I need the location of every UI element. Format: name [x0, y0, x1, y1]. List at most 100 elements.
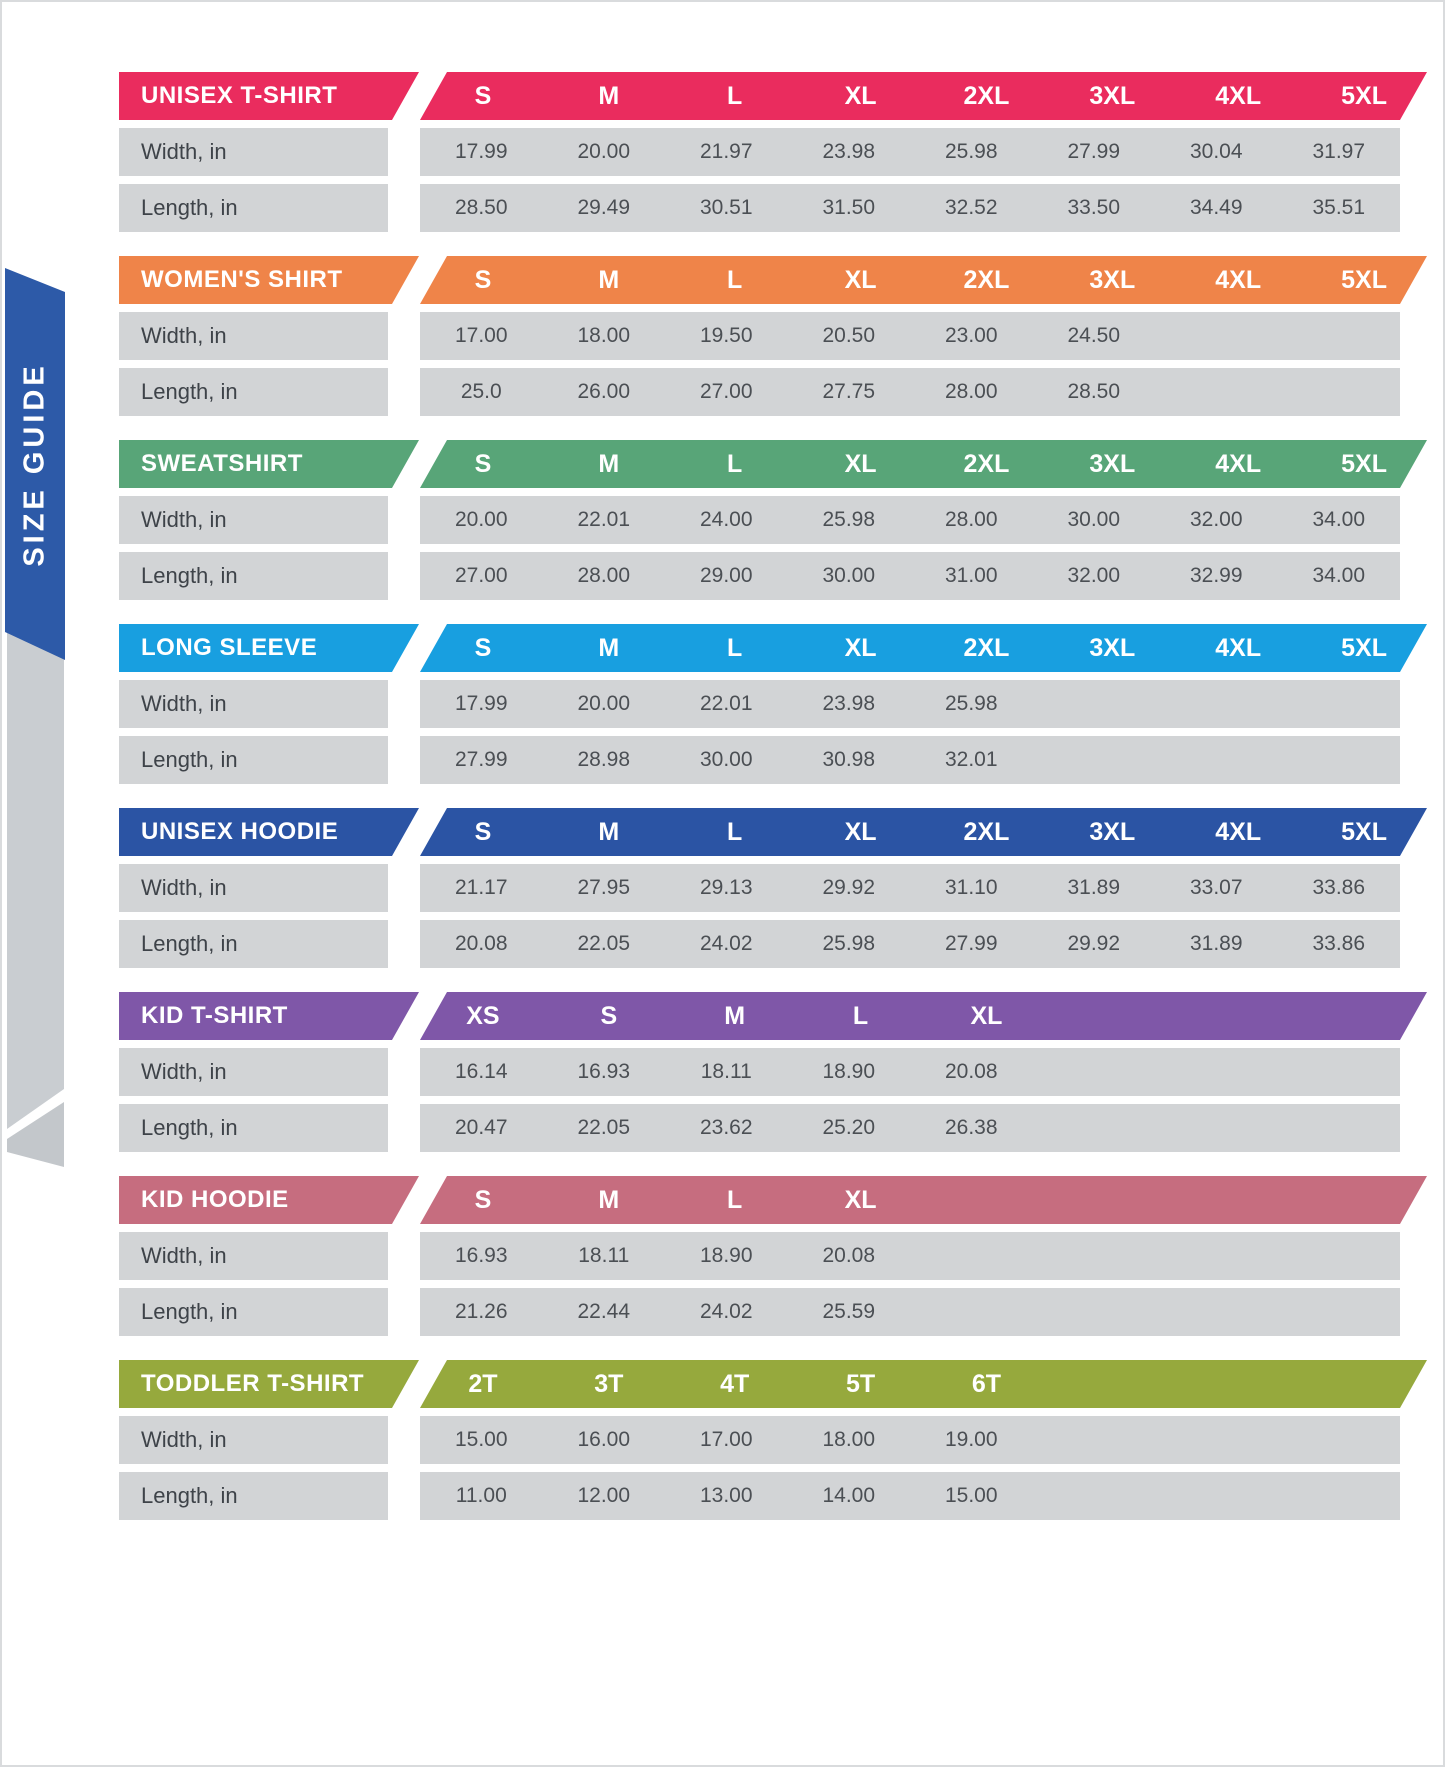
- size-header-cell: 5XL: [1341, 633, 1387, 662]
- row-label: Width, in: [119, 680, 388, 728]
- size-header-cell: 2XL: [963, 265, 1010, 294]
- size-header-cell: 4XL: [1215, 817, 1262, 846]
- size-value-cell: 22.05: [577, 932, 631, 955]
- size-value-cell: 29.00: [699, 564, 753, 587]
- size-header-cell: XL: [844, 265, 877, 294]
- size-value-cell: [1033, 1104, 1156, 1152]
- table-header-row: KID HOODIE S M L XL: [119, 1176, 1427, 1224]
- size-table: SWEATSHIRT S M L XL 2XL 3XL 4XL 5XL Width, in 2…: [119, 440, 1400, 600]
- size-table: KID HOODIE S M L XL Width, in 16.93 18.11 18.…: [119, 1176, 1400, 1336]
- size-value-cell: 17.00: [699, 1428, 753, 1451]
- size-value-cell: 30.51: [699, 196, 753, 219]
- size-header-cell: 4T: [720, 1369, 750, 1398]
- size-value-cell: 24.00: [699, 508, 753, 531]
- size-value-cell: 34.00: [1312, 508, 1366, 531]
- size-header-cell: S: [474, 633, 492, 662]
- size-value-cell: 27.00: [699, 380, 753, 403]
- width-values: 20.00 22.01 24.00 25.98 28.00 30.00 32.00 34.00: [420, 496, 1400, 544]
- size-header-cell: XL: [844, 1185, 877, 1214]
- width-row: Width, in 17.99 20.00 21.97 23.98 25.98 27.99…: [119, 128, 1400, 176]
- size-value-cell: 31.89: [1067, 876, 1121, 899]
- width-values: 17.99 20.00 22.01 23.98 25.98: [420, 680, 1400, 728]
- size-header-cell: 5XL: [1341, 817, 1387, 846]
- size-value-cell: 12.00: [577, 1484, 631, 1507]
- product-name: KID T-SHIRT: [141, 1002, 288, 1029]
- size-value-cell: [1155, 680, 1278, 728]
- size-header-cell: [1175, 1176, 1301, 1224]
- size-table: WOMEN'S SHIRT S M L XL 2XL 3XL 4XL 5XL Width, i…: [119, 256, 1400, 416]
- row-label: Width, in: [119, 312, 388, 360]
- size-value-cell: 17.00: [454, 324, 508, 347]
- size-value-cell: 29.13: [699, 876, 753, 899]
- size-value-cell: 29.92: [1067, 932, 1121, 955]
- size-header-cell: 3XL: [1089, 633, 1136, 662]
- size-value-cell: 28.00: [944, 380, 998, 403]
- size-value-cell: 27.00: [454, 564, 508, 587]
- size-value-cell: 22.01: [577, 508, 631, 531]
- size-value-cell: 25.20: [822, 1116, 876, 1139]
- size-header-cell: XL: [970, 1001, 1003, 1030]
- size-value-cell: [1278, 1104, 1401, 1152]
- size-table: TODDLER T-SHIRT 2T 3T 4T 5T 6T Width, in 15.…: [119, 1360, 1400, 1520]
- size-value-cell: [1155, 1048, 1278, 1096]
- length-values: 20.47 22.05 23.62 25.20 26.38: [420, 1104, 1400, 1152]
- length-row: Length, in 25.0 26.00 27.00 27.75 28.00 28.50: [119, 368, 1400, 416]
- size-value-cell: [1278, 736, 1401, 784]
- length-row: Length, in 11.00 12.00 13.00 14.00 15.00: [119, 1472, 1400, 1520]
- row-label: Width, in: [119, 128, 388, 176]
- product-name-band: KID HOODIE: [119, 1176, 419, 1224]
- size-value-cell: [1033, 1416, 1156, 1464]
- size-value-cell: 25.98: [822, 932, 876, 955]
- table-header-row: UNISEX T-SHIRT S M L XL 2XL 3XL 4XL 5XL: [119, 72, 1427, 120]
- size-value-cell: 22.05: [577, 1116, 631, 1139]
- row-label: Width, in: [119, 864, 388, 912]
- width-row: Width, in 21.17 27.95 29.13 29.92 31.10 31.89…: [119, 864, 1400, 912]
- length-values: 25.0 26.00 27.00 27.75 28.00 28.50: [420, 368, 1400, 416]
- size-value-cell: 33.86: [1312, 932, 1366, 955]
- size-value-cell: 21.97: [699, 140, 753, 163]
- size-value-cell: 19.00: [944, 1428, 998, 1451]
- size-header-cell: 5XL: [1341, 449, 1387, 478]
- size-header-cell: 4XL: [1215, 633, 1262, 662]
- size-header-cell: [1049, 992, 1175, 1040]
- length-row: Length, in 27.00 28.00 29.00 30.00 31.00 32.0…: [119, 552, 1400, 600]
- sizes-header-band: 2T 3T 4T 5T 6T: [420, 1360, 1427, 1408]
- size-value-cell: 22.01: [699, 692, 753, 715]
- size-value-cell: 25.98: [944, 692, 998, 715]
- size-table: KID T-SHIRT XS S M L XL Width, in 16.14 16.93…: [119, 992, 1400, 1152]
- row-label: Length, in: [119, 184, 388, 232]
- size-header-cell: L: [727, 449, 743, 478]
- table-header-row: KID T-SHIRT XS S M L XL: [119, 992, 1427, 1040]
- size-header-cell: XL: [844, 633, 877, 662]
- size-header-cell: XL: [844, 81, 877, 110]
- size-value-cell: 27.99: [454, 748, 508, 771]
- table-header-row: SWEATSHIRT S M L XL 2XL 3XL 4XL 5XL: [119, 440, 1427, 488]
- size-value-cell: 23.98: [822, 140, 876, 163]
- size-header-cell: 3XL: [1089, 81, 1136, 110]
- size-value-cell: 26.00: [577, 380, 631, 403]
- size-value-cell: 18.11: [578, 1244, 630, 1267]
- size-value-cell: 25.59: [822, 1300, 876, 1323]
- length-row: Length, in 20.47 22.05 23.62 25.20 26.38: [119, 1104, 1400, 1152]
- size-value-cell: 28.00: [577, 564, 631, 587]
- row-label: Width, in: [119, 1048, 388, 1096]
- size-header-cell: S: [474, 449, 492, 478]
- width-values: 15.00 16.00 17.00 18.00 19.00: [420, 1416, 1400, 1464]
- size-header-cell: 2XL: [963, 817, 1010, 846]
- table-header-row: UNISEX HOODIE S M L XL 2XL 3XL 4XL 5XL: [119, 808, 1427, 856]
- size-value-cell: 15.00: [944, 1484, 998, 1507]
- size-header-cell: [1049, 1360, 1175, 1408]
- sizes-header-band: S M L XL 2XL 3XL 4XL 5XL: [420, 256, 1427, 304]
- size-header-cell: [1175, 1360, 1301, 1408]
- size-header-cell: S: [474, 1185, 492, 1214]
- size-header-cell: 3T: [594, 1369, 624, 1398]
- size-value-cell: [1033, 680, 1156, 728]
- size-value-cell: 34.00: [1312, 564, 1366, 587]
- size-value-cell: 27.99: [944, 932, 998, 955]
- size-value-cell: 30.98: [822, 748, 876, 771]
- size-value-cell: 13.00: [699, 1484, 753, 1507]
- size-value-cell: 30.00: [699, 748, 753, 771]
- row-label: Length, in: [119, 368, 388, 416]
- size-value-cell: 30.00: [822, 564, 876, 587]
- width-values: 21.17 27.95 29.13 29.92 31.10 31.89 33.07 33.86: [420, 864, 1400, 912]
